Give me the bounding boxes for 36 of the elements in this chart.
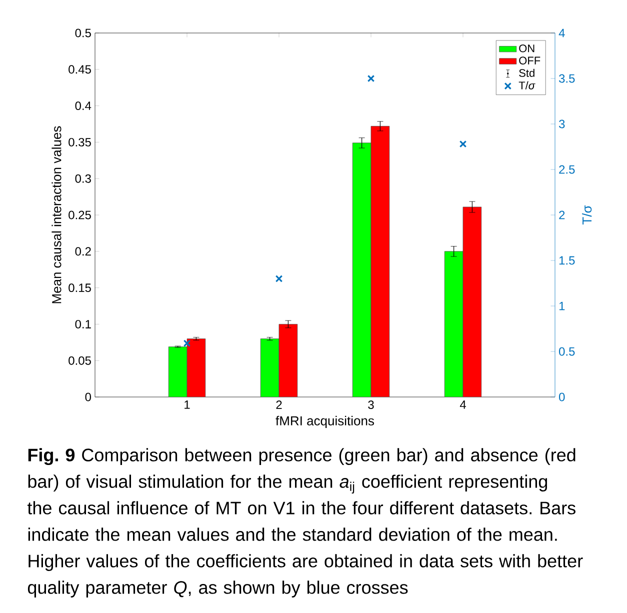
y-axis-title: Mean causal interaction values xyxy=(52,126,62,304)
y-tick-label: 0.4 xyxy=(75,102,92,110)
y2-tick-label: 3.5 xyxy=(558,74,575,83)
x-axis-title: fMRI acquisitions xyxy=(276,416,374,428)
point xyxy=(367,74,375,82)
y2-tick-label: 1.5 xyxy=(559,256,575,265)
y-tick-label: 0.15 xyxy=(68,284,91,292)
y-tick-label: 0.3 xyxy=(75,174,91,183)
annotation: Std xyxy=(519,68,534,77)
y-tick-label: 0.25 xyxy=(68,210,91,220)
y2-tick-label: 2 xyxy=(559,210,565,220)
legend-label: ON xyxy=(519,44,534,52)
y2-tick-label: 3 xyxy=(558,120,565,128)
y-tick-label: 0.05 xyxy=(68,356,91,365)
x-tick-label: 2 xyxy=(276,400,282,409)
y-tick-label: 0 xyxy=(85,392,92,402)
y2-tick-label: 1 xyxy=(559,302,565,310)
y-tick-label: 0.35 xyxy=(68,138,91,146)
y2-tick-label: 4 xyxy=(558,28,565,38)
y2-tick-label: 2.5 xyxy=(559,165,575,174)
legend-label: T/σ xyxy=(518,81,536,90)
y-tick-label: 0.45 xyxy=(68,65,91,74)
legend-label: OFF xyxy=(519,56,540,64)
point xyxy=(275,275,283,282)
x-tick-label: 1 xyxy=(184,400,190,409)
point xyxy=(183,340,191,347)
y2-tick-label: 0.5 xyxy=(559,347,575,356)
y2-tick-label: 0 xyxy=(559,392,565,402)
point xyxy=(459,140,467,148)
y-tick-label: 0.5 xyxy=(75,28,91,38)
y2-axis-title: T/σ xyxy=(582,205,592,224)
x-tick-label: 3 xyxy=(368,400,374,410)
y-tick-label: 0.1 xyxy=(75,320,91,328)
y-tick-label: 0.2 xyxy=(75,247,91,256)
text: Fig. 9 Comparison between presence (green bar) and absence (red bar) of visual stimulation for the mean a$_{ij}$ coefficient representing the causal influence of MT on V1 in the four different datasets. Bars indicate the mean values and the standard deviation of the mean. Higher values of the coefficients are obtained in data sets with better quality parameter Q, as shown by blue crosses xyxy=(27,448,583,598)
x-tick-label: 4 xyxy=(460,400,466,409)
